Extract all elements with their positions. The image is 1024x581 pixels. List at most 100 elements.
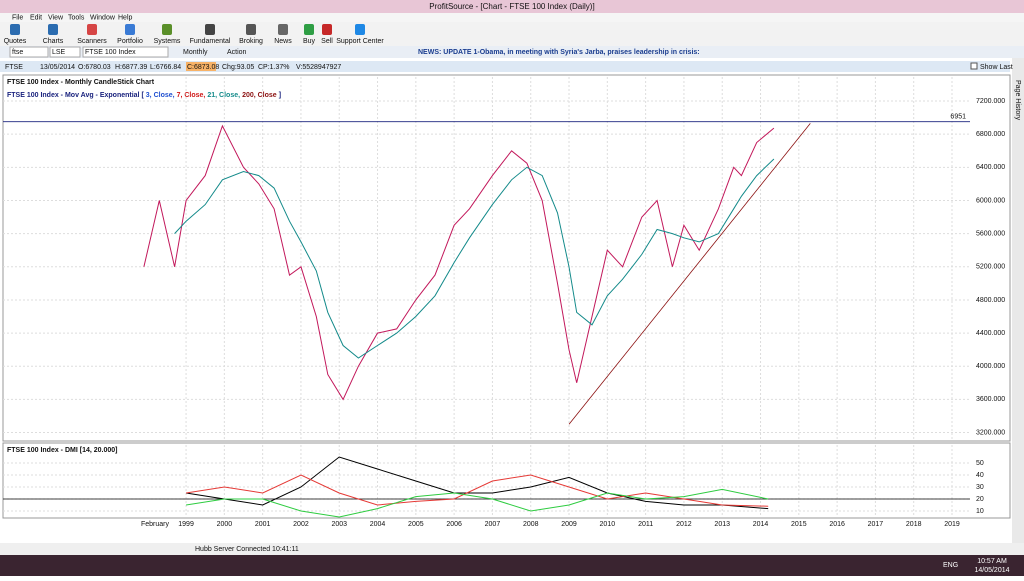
news-ticker[interactable]: NEWS: UPDATE 1-Obama, in meeting with Sy… xyxy=(418,49,700,56)
price-panel xyxy=(2,74,1011,442)
toolbar-label[interactable]: Fundamental xyxy=(190,38,231,45)
quote-item: C:6873.08 xyxy=(187,64,219,71)
x-tick-label: 2004 xyxy=(370,521,386,528)
y-tick-label: 5600.000 xyxy=(976,230,1005,237)
x-tick-label: 2014 xyxy=(753,521,769,528)
toolbar-label[interactable]: News xyxy=(274,38,292,45)
x-tick-label: 2007 xyxy=(485,521,501,528)
y-tick-label: 50 xyxy=(976,460,984,467)
quote-item: FTSE xyxy=(5,64,23,71)
series-line xyxy=(143,124,775,401)
input-text[interactable]: ftse xyxy=(12,49,23,56)
toolbar-label[interactable]: Quotes xyxy=(4,38,27,45)
taskbar xyxy=(0,555,1024,576)
lang: ENG xyxy=(943,562,958,569)
legend-part: ] xyxy=(279,92,281,99)
toolbar-label[interactable]: Support Center xyxy=(336,38,384,45)
y-tick-label: 6000.000 xyxy=(976,197,1005,204)
legend-part: 7, Close, xyxy=(177,92,206,99)
y-tick-label: 4000.000 xyxy=(976,363,1005,370)
series-line xyxy=(186,456,769,510)
x-tick-label: 2005 xyxy=(408,521,424,528)
quote-item: Chg:93.05 xyxy=(222,64,254,71)
x-tick-label: 2009 xyxy=(561,521,577,528)
trendline xyxy=(568,123,811,425)
show-last[interactable]: Show Last xyxy=(980,64,1013,71)
reference-label: 6951 xyxy=(950,114,966,121)
menu-item[interactable]: Window xyxy=(90,14,116,21)
x-tick-label: 2013 xyxy=(714,521,730,528)
toolbar-icon[interactable] xyxy=(355,24,365,35)
toolbar-icon[interactable] xyxy=(246,24,256,35)
toolbar-icon[interactable] xyxy=(278,24,288,35)
checkbox[interactable] xyxy=(970,62,978,70)
quote-item: 13/05/2014 xyxy=(40,64,75,71)
toolbar-label[interactable]: Broking xyxy=(239,38,263,45)
toolbar-icon[interactable] xyxy=(125,24,135,35)
series-line xyxy=(186,474,769,507)
input-text[interactable]: LSE xyxy=(52,49,66,56)
clock-date: 14/05/2014 xyxy=(974,567,1009,574)
menu-bar xyxy=(0,13,1024,22)
toolbar-label[interactable]: Buy xyxy=(303,38,316,45)
status-text: Hubb Server Connected 10:41:11 xyxy=(195,546,299,553)
x-tick-label: 2011 xyxy=(638,521,653,528)
toolbar-icon[interactable] xyxy=(205,24,215,35)
y-tick-label: 20 xyxy=(976,496,984,503)
y-tick-label: 6800.000 xyxy=(976,131,1005,138)
input-box[interactable] xyxy=(82,46,169,58)
input-box[interactable] xyxy=(49,46,81,58)
x-tick-label: 2006 xyxy=(446,521,462,528)
legend-part: FTSE 100 Index - Mov Avg - Exponential [ xyxy=(7,92,144,99)
side-tab[interactable]: Page History xyxy=(1014,80,1021,121)
toolbar-icon[interactable] xyxy=(87,24,97,35)
y-tick-label: 4800.000 xyxy=(976,297,1005,304)
menu-item[interactable]: File xyxy=(12,14,23,21)
toolbar-icon[interactable] xyxy=(162,24,172,35)
input-text[interactable]: FTSE 100 Index xyxy=(85,49,136,56)
title-bar xyxy=(0,0,1024,13)
x-tick-label: 2003 xyxy=(331,521,347,528)
x-tick-label: 2001 xyxy=(255,521,271,528)
y-tick-label: 7200.000 xyxy=(976,98,1005,105)
legend-part: 200, Close xyxy=(242,92,277,99)
menu-item[interactable]: Help xyxy=(118,14,133,21)
period-dropdown[interactable]: Monthly xyxy=(183,49,208,56)
quote-item: CP:1.37% xyxy=(258,64,290,71)
toolbar-label[interactable]: Scanners xyxy=(77,38,107,45)
status-bar xyxy=(0,543,1024,555)
side-panel xyxy=(1012,58,1024,543)
y-tick-label: 5200.000 xyxy=(976,264,1005,271)
search-bar xyxy=(0,46,1024,58)
dmi-panel xyxy=(2,442,1011,519)
toolbar-label[interactable]: Portfolio xyxy=(117,38,143,45)
action-menu[interactable]: Action xyxy=(227,49,247,56)
toolbar-label[interactable]: Charts xyxy=(43,38,64,45)
input-box[interactable] xyxy=(9,46,49,58)
toolbar-icon[interactable] xyxy=(322,24,332,35)
legend-part: 3, Close, xyxy=(146,92,175,99)
x-tick-label: 2016 xyxy=(829,521,845,528)
toolbar-label[interactable]: Systems xyxy=(154,38,181,45)
quote-item: L:6766.84 xyxy=(150,64,181,71)
toolbar-label[interactable]: Sell xyxy=(321,38,333,45)
menu-item[interactable]: Edit xyxy=(30,14,42,21)
toolbar-icon[interactable] xyxy=(48,24,58,35)
y-tick-label: 4400.000 xyxy=(976,330,1005,337)
y-tick-label: 10 xyxy=(976,508,984,515)
window-title: ProfitSource - [Chart - FTSE 100 Index (… xyxy=(429,2,594,11)
x-tick-label: 2012 xyxy=(676,521,692,528)
menu-item[interactable]: View xyxy=(48,14,64,21)
y-tick-label: 40 xyxy=(976,472,984,479)
quote-item: O:6780.03 xyxy=(78,64,111,71)
x-tick-label: 2008 xyxy=(523,521,539,528)
toolbar-icon[interactable] xyxy=(304,24,314,35)
close-highlight xyxy=(186,62,216,71)
series-line xyxy=(186,488,769,518)
x-tick-label: 2019 xyxy=(944,521,960,528)
x-tick-label: 2018 xyxy=(906,521,922,528)
toolbar-icon[interactable] xyxy=(10,24,20,35)
menu-item[interactable]: Tools xyxy=(68,14,85,21)
